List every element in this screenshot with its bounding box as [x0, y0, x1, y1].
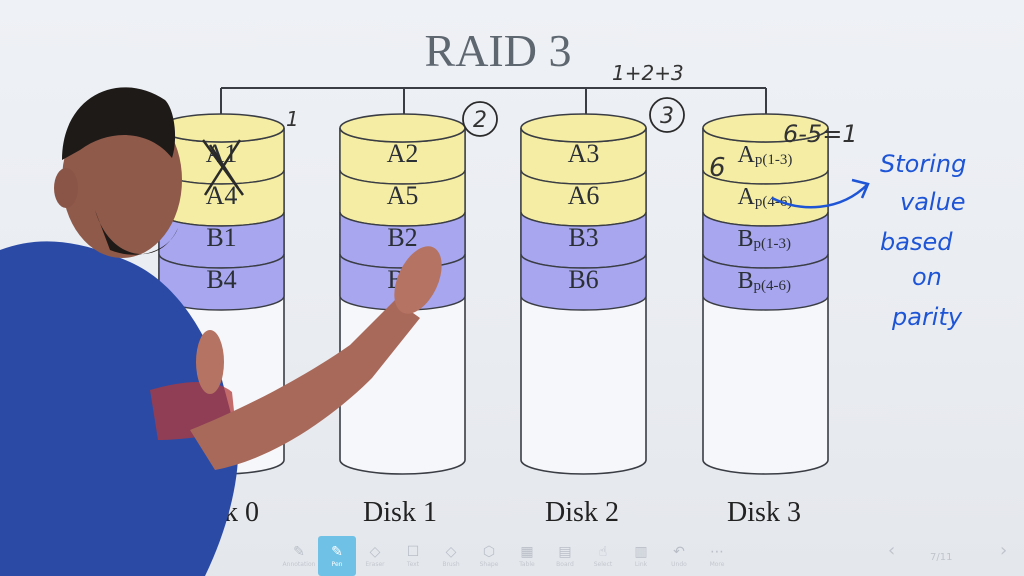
tool-label: Undo — [671, 561, 687, 568]
whiteboard-toolbar: ✎ Annotation ✎ Pen ◇ Eraser ☐ Text ◇ Brush ⬡ Shape ▦… — [280, 536, 1024, 576]
tool-label: Table — [519, 561, 535, 568]
disk-2: A3 A6 B3 B6 — [520, 113, 647, 475]
stripe-band — [158, 253, 285, 311]
parity-subscript: p(1-3) — [755, 152, 793, 168]
disk-top — [158, 113, 285, 143]
stripe-label: B3 — [568, 223, 598, 252]
disk2-number-circle — [649, 97, 685, 133]
tool-undo[interactable]: ↶ Undo — [660, 536, 698, 576]
annotation-icon: ✎ — [293, 544, 305, 560]
bus-connector — [220, 87, 767, 128]
parity-subscript: p(4-6) — [755, 194, 793, 210]
disk-top — [702, 113, 829, 143]
tool-label: Brush — [442, 561, 460, 568]
brush-icon: ◇ — [445, 544, 457, 560]
disk1-number: 2 — [473, 108, 487, 133]
next-page-button[interactable]: › — [1000, 540, 1008, 561]
select-icon: ☝ — [598, 544, 608, 560]
tool-link[interactable]: ▥ Link — [622, 536, 660, 576]
diagram-title: RAID 3 — [425, 25, 572, 76]
tool-label: Board — [556, 561, 574, 568]
disk-3: Ap(1-3)Ap(4-6)Bp(1-3)Bp(4-6) — [702, 113, 829, 475]
disk-label-3: Disk 3 — [727, 497, 801, 528]
note-line-3: based — [880, 228, 953, 256]
more-icon: ⋯ — [710, 544, 724, 560]
text-icon: ☐ — [406, 544, 420, 560]
tool-pen[interactable]: ✎ Pen — [318, 536, 356, 576]
cross-out-mark — [201, 139, 245, 196]
disk-top — [339, 113, 466, 143]
tool-table[interactable]: ▦ Table — [508, 536, 546, 576]
disk-top — [520, 113, 647, 143]
tool-text[interactable]: ☐ Text — [394, 536, 432, 576]
note-arrow — [771, 183, 869, 209]
prev-page-button[interactable]: ‹ — [888, 540, 896, 561]
six-note: 6 — [709, 153, 726, 183]
disk1-number-circle — [462, 101, 498, 137]
stripe-label: A3 — [568, 139, 600, 168]
tool-label: Link — [634, 561, 648, 568]
tool-label: Annotation — [282, 561, 316, 568]
parity-subscript: p(4-6) — [754, 278, 792, 294]
table-icon: ▦ — [520, 544, 534, 560]
stripe-label: A6 — [568, 181, 600, 210]
note-line-4: on — [912, 263, 942, 291]
tool-brush[interactable]: ◇ Brush — [432, 536, 470, 576]
eraser-icon: ◇ — [369, 544, 381, 560]
disk0-mark: 1 — [286, 107, 299, 131]
stripe-band — [702, 253, 829, 311]
note-line-5: parity — [891, 303, 963, 331]
board-icon: ▤ — [558, 544, 572, 560]
note-arrow-head — [851, 178, 870, 199]
pen-icon: ✎ — [331, 544, 343, 560]
disk-label-1: Disk 1 — [363, 497, 437, 528]
tool-annotation[interactable]: ✎ Annotation — [280, 536, 318, 576]
parity-subscript: p(1-3) — [754, 236, 792, 252]
tool-label: Select — [593, 561, 613, 568]
stripe-label: A2 — [387, 139, 419, 168]
stripe-band — [520, 253, 647, 311]
parity-calc: 6-5=1 — [783, 120, 858, 148]
disk-label-2: Disk 2 — [545, 497, 619, 528]
tool-label: Eraser — [365, 561, 385, 568]
page-indicator: 7/11 — [930, 552, 953, 563]
disk2-number: 3 — [660, 104, 674, 129]
tool-eraser[interactable]: ◇ Eraser — [356, 536, 394, 576]
stripe-label: B6 — [568, 265, 598, 294]
shape-icon: ⬡ — [482, 544, 496, 560]
tool-more[interactable]: ⋯ More — [698, 536, 736, 576]
tool-label: Shape — [479, 561, 499, 568]
tool-label: Pen — [331, 561, 343, 568]
tool-board[interactable]: ▤ Board — [546, 536, 584, 576]
note-line-1: Storing — [880, 150, 966, 178]
undo-icon: ↶ — [673, 544, 685, 560]
stripe-label: B2 — [387, 223, 417, 252]
note-line-2: value — [900, 188, 966, 216]
tool-label: Text — [406, 561, 420, 568]
stripe-label: A5 — [387, 181, 419, 210]
link-icon: ▥ — [634, 544, 648, 560]
presenter — [0, 87, 442, 576]
tool-label: More — [709, 561, 725, 568]
tool-shape[interactable]: ⬡ Shape — [470, 536, 508, 576]
tool-select[interactable]: ☝ Select — [584, 536, 622, 576]
stripe-label: B1 — [206, 223, 236, 252]
stripe-label: B4 — [206, 265, 236, 294]
sum-note: 1+2+3 — [612, 61, 684, 85]
